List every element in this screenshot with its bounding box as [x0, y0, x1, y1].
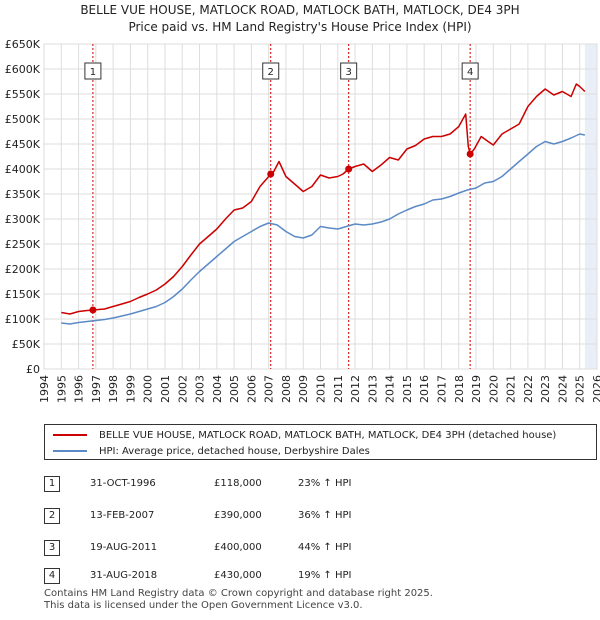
x-tick-label: 2010	[315, 375, 328, 403]
x-tick-label: 2005	[228, 375, 241, 403]
sale-price: £118,000	[214, 478, 262, 489]
legend-property-swatch	[53, 434, 87, 436]
legend-item-property: BELLE VUE HOUSE, MATLOCK ROAD, MATLOCK B…	[53, 427, 556, 443]
x-tick-label: 1994	[38, 375, 51, 403]
sale-price: £390,000	[214, 510, 262, 521]
y-tick-label: £650K	[5, 38, 41, 51]
x-tick-label: 2004	[211, 375, 224, 403]
legend-hpi-label: HPI: Average price, detached house, Derb…	[99, 445, 370, 457]
x-tick-label: 1998	[107, 375, 120, 403]
future-shade	[584, 44, 597, 369]
x-tick-label: 1995	[55, 375, 68, 403]
sale-number-badge: 4	[44, 568, 60, 584]
x-tick-label: 2013	[366, 375, 379, 403]
sale-marker-box-label: 1	[90, 67, 96, 78]
sale-date: 31-AUG-2018	[90, 570, 158, 581]
x-tick-label: 2025	[574, 375, 587, 403]
footer-line-1: Contains HM Land Registry data © Crown c…	[44, 588, 433, 599]
sale-point	[89, 306, 97, 314]
sale-date: 19-AUG-2011	[90, 542, 158, 553]
x-tick-label: 2001	[159, 375, 172, 403]
x-tick-label: 2016	[418, 375, 431, 403]
sale-number-badge: 1	[44, 476, 60, 492]
x-tick-label: 2024	[556, 375, 569, 403]
chart-subtitle: Price paid vs. HM Land Registry's House …	[128, 20, 472, 34]
y-tick-label: £150K	[5, 288, 41, 301]
sale-hpi-change: 23% ↑ HPI	[298, 478, 352, 489]
sale-marker-box: 1	[84, 62, 102, 80]
y-tick-label: £100K	[5, 313, 41, 326]
sale-marker-box-label: 4	[467, 67, 473, 78]
x-tick-label: 2012	[349, 375, 362, 403]
y-tick-label: £250K	[5, 238, 41, 251]
sale-marker-box-label: 2	[268, 67, 274, 78]
x-tick-label: 2011	[332, 375, 345, 403]
x-tick-label: 2019	[470, 375, 483, 403]
footer-attribution: Contains HM Land Registry data © Crown c…	[44, 588, 433, 612]
x-tick-label: 2006	[245, 375, 258, 403]
y-tick-label: £400K	[5, 163, 41, 176]
y-tick-label: £550K	[5, 88, 41, 101]
x-tick-label: 2000	[142, 375, 155, 403]
sale-date: 31-OCT-1996	[90, 478, 156, 489]
y-tick-label: £300K	[5, 213, 41, 226]
y-tick-label: £0	[26, 363, 40, 376]
y-tick-label: £600K	[5, 63, 41, 76]
sale-number-badge: 3	[44, 540, 60, 556]
y-tick-label: £200K	[5, 263, 41, 276]
sale-hpi-change: 36% ↑ HPI	[298, 510, 352, 521]
x-tick-label: 2007	[263, 375, 276, 403]
x-tick-label: 2009	[297, 375, 310, 403]
y-tick-label: £50K	[12, 338, 41, 351]
sale-point	[466, 150, 474, 158]
footer-line-2: This data is licensed under the Open Gov…	[44, 600, 363, 611]
x-tick-label: 2015	[401, 375, 414, 403]
chart-title: BELLE VUE HOUSE, MATLOCK ROAD, MATLOCK B…	[80, 3, 520, 17]
x-tick-label: 1997	[90, 375, 103, 403]
sale-marker-box-frame	[340, 62, 358, 80]
sale-date: 13-FEB-2007	[90, 510, 155, 521]
x-tick-label: 1996	[73, 375, 86, 403]
sale-marker-box-frame	[84, 62, 102, 80]
y-tick-label: £350K	[5, 188, 41, 201]
x-tick-label: 1999	[124, 375, 137, 403]
x-tick-label: 2026	[591, 375, 600, 403]
sale-marker-box-frame	[262, 62, 280, 80]
property-price-line	[61, 83, 586, 315]
sale-marker-box: 2	[262, 62, 280, 80]
sale-point	[345, 165, 353, 173]
x-tick-label: 2002	[176, 375, 189, 403]
hpi-line	[61, 133, 586, 325]
x-tick-label: 2014	[384, 375, 397, 403]
x-tick-label: 2020	[487, 375, 500, 403]
sale-number-badge: 2	[44, 508, 60, 524]
legend-hpi-swatch	[53, 450, 87, 452]
chart-title-block: BELLE VUE HOUSE, MATLOCK ROAD, MATLOCK B…	[0, 2, 600, 36]
x-tick-label: 2017	[435, 375, 448, 403]
legend-property-label: BELLE VUE HOUSE, MATLOCK ROAD, MATLOCK B…	[99, 429, 557, 441]
sale-marker-box-frame	[461, 62, 479, 80]
sale-price: £430,000	[214, 570, 262, 581]
x-tick-label: 2018	[453, 375, 466, 403]
sale-marker-box: 4	[461, 62, 479, 80]
y-tick-label: £500K	[5, 113, 41, 126]
price-chart: £0 £50K £100K £150K £200K £250K £300K £350K £400…	[5, 38, 600, 403]
sale-marker-box: 3	[340, 62, 358, 80]
x-tick-label: 2023	[539, 375, 552, 403]
sale-hpi-change: 44% ↑ HPI	[298, 542, 352, 553]
x-tick-label: 2003	[194, 375, 207, 403]
y-tick-label: £450K	[5, 138, 41, 151]
chart-legend: BELLE VUE HOUSE, MATLOCK ROAD, MATLOCK B…	[44, 424, 597, 460]
sale-marker-box-label: 3	[345, 67, 351, 78]
x-tick-label: 2022	[522, 375, 535, 403]
x-tick-label: 2021	[505, 375, 518, 403]
sale-hpi-change: 19% ↑ HPI	[298, 570, 352, 581]
x-tick-label: 2008	[280, 375, 293, 403]
sale-price: £400,000	[214, 542, 262, 553]
legend-item-hpi: HPI: Average price, detached house, Derb…	[53, 443, 370, 459]
sale-point	[267, 170, 275, 178]
